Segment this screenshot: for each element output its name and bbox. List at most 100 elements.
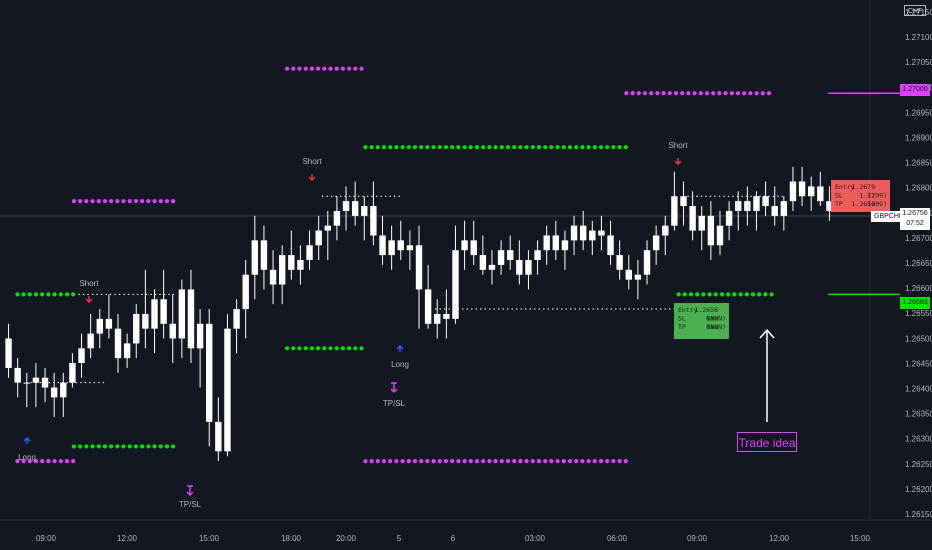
trade-idea-annotation[interactable]: Trade idea	[737, 432, 797, 452]
candle	[789, 166, 797, 211]
time-tick-label: 15:00	[850, 534, 871, 543]
level-dot	[316, 66, 321, 71]
level-dot	[738, 292, 743, 297]
level-dot	[574, 459, 579, 464]
candle	[178, 279, 186, 359]
level-dot	[171, 444, 176, 449]
candle	[370, 181, 377, 246]
level-dot	[328, 346, 333, 351]
level-dot	[512, 145, 517, 150]
level-dot	[481, 145, 486, 150]
candle	[288, 230, 295, 280]
candle	[616, 240, 623, 280]
level-dot	[21, 292, 26, 297]
level-dot	[309, 66, 314, 71]
level-dot	[580, 459, 585, 464]
level-dot	[412, 459, 418, 464]
level-dot	[394, 459, 399, 464]
level-dot	[624, 91, 629, 96]
level-dot	[419, 145, 424, 150]
level-dot	[487, 145, 492, 150]
green-level	[71, 444, 176, 449]
level-dot	[340, 346, 345, 351]
level-dot	[431, 145, 436, 150]
level-dot	[673, 91, 679, 96]
candle	[424, 264, 432, 329]
level-dot	[140, 444, 145, 449]
level-dot	[598, 145, 604, 150]
currency-button[interactable]: CHF	[904, 5, 926, 16]
level-dot	[158, 444, 163, 449]
candle	[297, 245, 304, 285]
level-dot	[499, 459, 504, 464]
candle	[5, 323, 12, 378]
candle	[342, 186, 350, 231]
level-dot	[611, 459, 616, 464]
level-dot	[450, 145, 455, 150]
level-dot	[617, 145, 622, 150]
short-arrow-icon	[674, 158, 682, 165]
candle	[333, 196, 341, 241]
box-row-value: NaN	[706, 315, 718, 323]
level-dot	[146, 199, 151, 204]
candle	[762, 181, 769, 216]
level-dot	[598, 459, 604, 464]
level-dot	[592, 145, 597, 150]
long-arrow-icon	[23, 437, 31, 444]
level-dot	[543, 145, 548, 150]
level-dot	[334, 66, 339, 71]
level-dot	[555, 145, 560, 150]
level-dot	[717, 91, 722, 96]
level-dot	[369, 145, 374, 150]
level-dot	[769, 292, 774, 297]
candle	[379, 215, 386, 265]
magenta-level	[285, 66, 364, 71]
level-dot	[574, 145, 579, 150]
candle	[698, 206, 705, 251]
level-dot	[412, 145, 418, 150]
candle	[598, 215, 605, 251]
level-dot	[419, 459, 424, 464]
level-dot	[71, 199, 77, 204]
candle	[579, 210, 587, 251]
lower-level-price: 1.26583	[902, 299, 928, 306]
time-tick-label: 06:00	[607, 534, 628, 543]
candle	[388, 225, 395, 270]
level-dot	[437, 459, 442, 464]
time-tick-label: 20:00	[336, 534, 357, 543]
short-signal-label: Short	[668, 141, 688, 150]
box-row-value: 1.2656	[852, 200, 876, 208]
level-dot	[505, 459, 511, 464]
candle	[671, 171, 678, 231]
level-dot	[474, 459, 480, 464]
price-tick-label: 1.26200	[905, 485, 932, 494]
candle	[780, 196, 788, 231]
level-dot	[340, 66, 345, 71]
box-row-value: 1.2679	[852, 183, 876, 191]
grid	[0, 0, 932, 521]
level-dot	[530, 145, 535, 150]
candle	[452, 225, 459, 324]
level-dot	[549, 459, 554, 464]
level-dot	[102, 444, 108, 449]
level-dot	[748, 91, 753, 96]
price-tick-label: 1.26600	[905, 284, 932, 293]
pointer-arrow-icon	[759, 328, 775, 422]
price-tick-label: 1.26650	[905, 259, 932, 268]
level-dot	[605, 145, 610, 150]
time-axis[interactable]: 09:00 12:00 15:00 18:00 20:00 5 6 03:00 06:00 09:…	[36, 534, 871, 543]
candle	[589, 220, 596, 256]
level-dot	[524, 145, 529, 150]
candle	[50, 372, 58, 417]
candle	[643, 240, 651, 285]
candle	[78, 333, 85, 378]
level-dot	[58, 459, 63, 464]
candle	[753, 191, 760, 231]
candle	[707, 201, 715, 260]
tpsl-icon	[390, 382, 398, 393]
magenta-level	[15, 459, 76, 464]
price-tick-label: 1.26900	[905, 134, 932, 143]
